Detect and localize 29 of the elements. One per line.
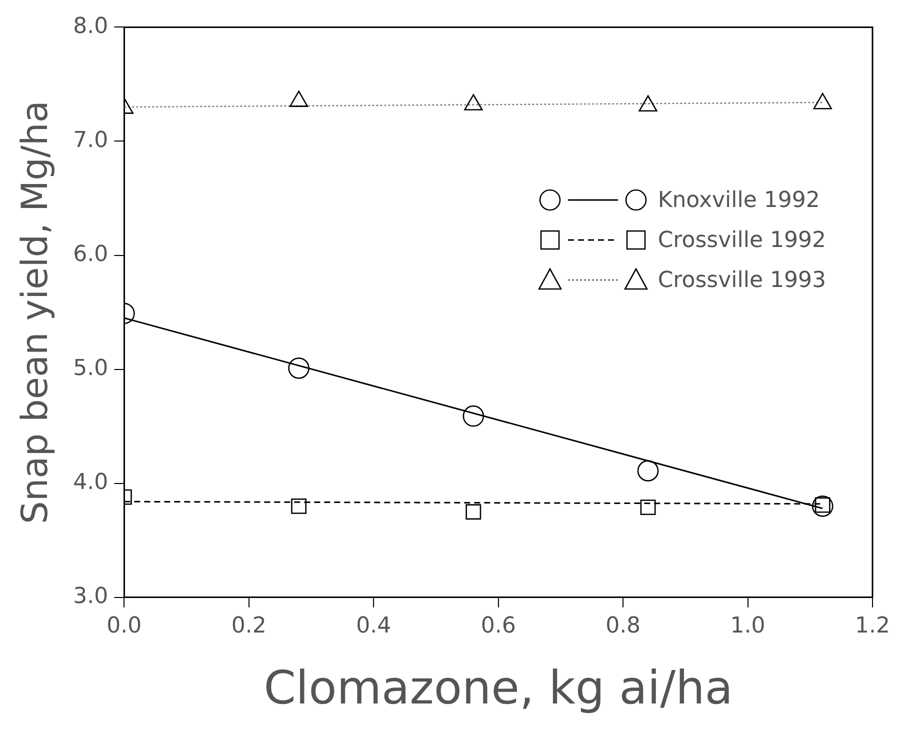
point bbox=[288, 358, 310, 379]
x-tick-label: 0.2 bbox=[231, 613, 266, 638]
x-tick-label: 1.2 bbox=[855, 613, 890, 638]
point bbox=[462, 405, 484, 427]
y-tick-label: 5.0 bbox=[73, 356, 108, 382]
y-tick-label: 8.0 bbox=[73, 14, 108, 39]
legend-label: Crossville 1993 bbox=[658, 268, 826, 292]
y-tick-label: 6.0 bbox=[73, 242, 108, 267]
x-tick-label: 0.8 bbox=[606, 613, 641, 638]
point bbox=[813, 92, 832, 110]
legend-label: Knoxville 1992 bbox=[658, 188, 820, 212]
y-tick-label: 3.0 bbox=[73, 584, 108, 610]
point bbox=[637, 460, 659, 482]
point bbox=[291, 498, 307, 514]
point bbox=[289, 90, 308, 107]
x-tick-label: 0.4 bbox=[356, 613, 392, 638]
x-tick-label: 0.0 bbox=[106, 613, 142, 638]
point bbox=[464, 94, 483, 110]
x-tick-label: 0.6 bbox=[480, 613, 516, 638]
x-tick-label: 1.0 bbox=[730, 613, 766, 638]
y-tick-label: 7.0 bbox=[73, 128, 108, 153]
point bbox=[638, 95, 658, 112]
point bbox=[640, 500, 656, 516]
point bbox=[812, 496, 834, 517]
y-axis-title: Snap bean yield, Mg/ha bbox=[14, 100, 56, 524]
x-axis-title: Clomazone, kg ai/ha bbox=[264, 660, 734, 714]
y-tick-label: 4.0 bbox=[73, 470, 108, 496]
legend-label: Crossville 1992 bbox=[658, 228, 826, 252]
point bbox=[466, 504, 482, 520]
